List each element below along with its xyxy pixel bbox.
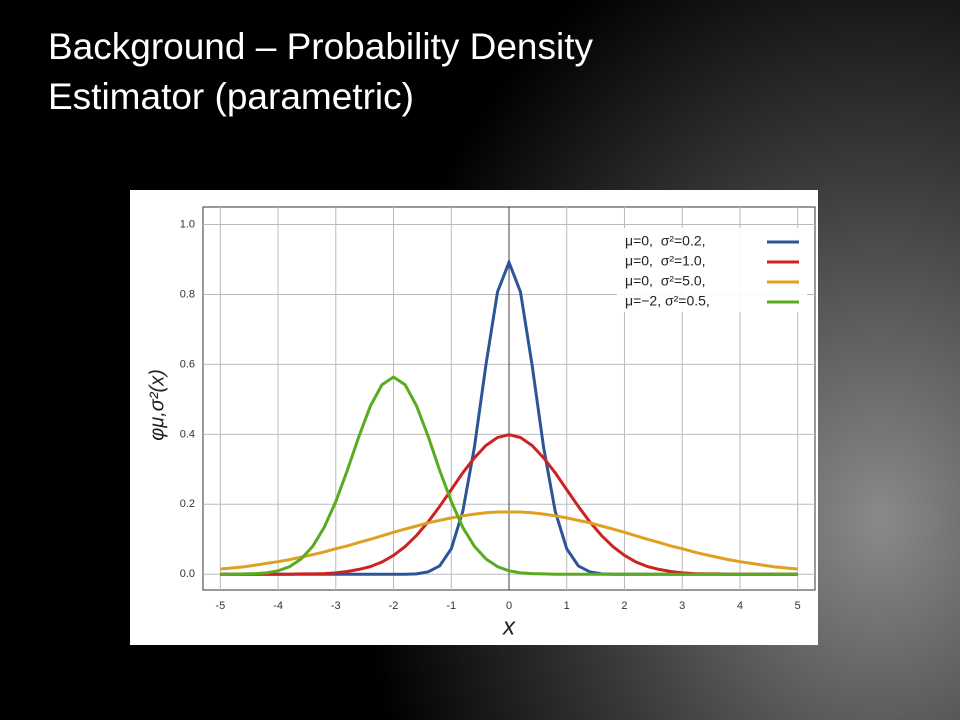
x-axis-label: x xyxy=(502,613,516,640)
y-axis-label: φμ,σ²(x) xyxy=(146,369,168,441)
series-line xyxy=(220,510,798,571)
x-tick-label: -4 xyxy=(273,600,283,612)
y-tick-label: 0.8 xyxy=(180,288,195,300)
x-tick-label: 3 xyxy=(679,600,685,612)
x-tick-label: 1 xyxy=(564,600,570,612)
x-tick-label: 5 xyxy=(795,600,801,612)
legend-label: μ=0, σ²=5.0, xyxy=(625,273,706,289)
y-tick-label: 0.2 xyxy=(180,498,195,510)
x-tick-label: -5 xyxy=(215,600,225,612)
y-tick-label: 0.4 xyxy=(180,428,195,440)
y-tick-label: 1.0 xyxy=(180,218,195,230)
legend-label: μ=0, σ²=0.2, xyxy=(625,233,706,249)
legend-label: μ=−2, σ²=0.5, xyxy=(625,293,710,309)
x-tick-label: 2 xyxy=(621,600,627,612)
x-tick-label: -2 xyxy=(389,600,399,612)
legend-label: μ=0, σ²=1.0, xyxy=(625,253,706,269)
y-tick-label: 0.0 xyxy=(180,568,195,580)
series-line xyxy=(220,375,798,576)
x-tick-label: -3 xyxy=(331,600,341,612)
x-tick-label: 4 xyxy=(737,600,743,612)
slide-title: Background – Probability Density Estimat… xyxy=(48,26,594,117)
y-tick-label: 0.6 xyxy=(180,358,195,370)
x-tick-label: 0 xyxy=(506,600,512,612)
x-tick-label: -1 xyxy=(446,600,456,612)
